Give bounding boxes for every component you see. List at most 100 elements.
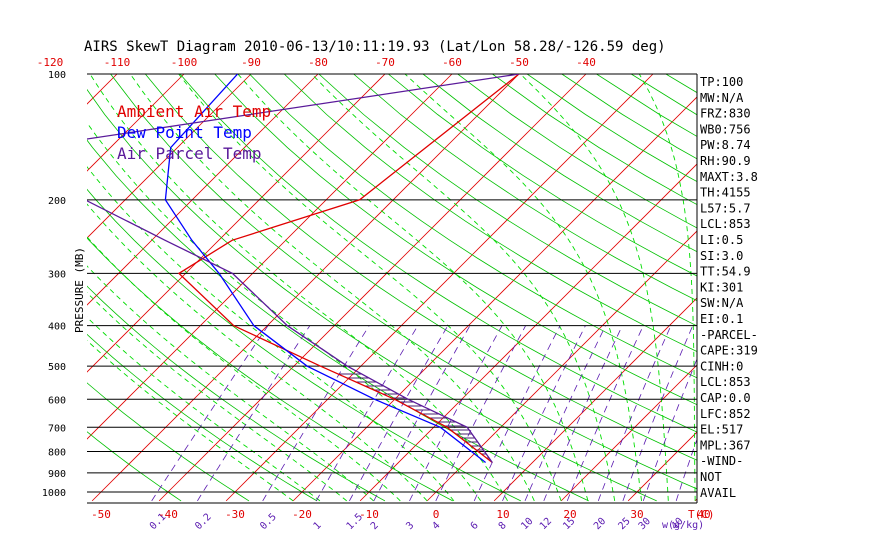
- isotherm-line: [829, 74, 870, 501]
- mixing-ratio-line: [262, 325, 370, 502]
- moist-adiabat-line: [87, 291, 347, 502]
- dry-adiabat-line: [492, 74, 697, 206]
- stat-item: LI:0.5: [700, 233, 743, 247]
- dry-adiabat-line: [249, 74, 697, 379]
- isotherm-line: [426, 230, 697, 502]
- top-temp-tick-label: -110: [104, 56, 131, 69]
- top-temp-tick-label: -90: [241, 56, 261, 69]
- stat-item: TT:54.9: [700, 265, 751, 279]
- pressure-tick-label: 500: [48, 362, 66, 373]
- stat-item: L57:5.7: [700, 201, 751, 215]
- mixing-ratio-line: [349, 325, 449, 502]
- legend-entry: Ambient Air Temp: [117, 102, 271, 121]
- dry-adiabat-line: [630, 74, 697, 116]
- top-temp-tick-label: -120: [37, 56, 64, 69]
- bottom-temp-tick-label: 40: [697, 508, 710, 521]
- stat-item: KI:301: [700, 280, 743, 294]
- dry-adiabat-line: [87, 285, 386, 502]
- dry-adiabat-line: [353, 74, 697, 302]
- mixing-ratio-line: [566, 325, 644, 502]
- isotherm-line: [87, 74, 386, 373]
- moist-adiabat-line: [87, 203, 428, 502]
- mixing-ratio-tick-label: 12: [538, 516, 554, 532]
- isotherm-line: [158, 74, 587, 502]
- pressure-tick-label: 800: [48, 447, 66, 458]
- moist-adiabat-line: [178, 74, 562, 502]
- mixing-ratio-line: [435, 325, 526, 502]
- mixing-ratio-tick-label: 2: [369, 520, 381, 532]
- stat-item: NOT: [700, 470, 722, 484]
- dry-adiabat-line: [422, 74, 697, 253]
- bottom-temp-tick-label: -10: [359, 508, 379, 521]
- top-temp-tick-label: -100: [171, 56, 198, 69]
- isotherm-line: [0, 74, 50, 501]
- moist-adiabat-line: [404, 74, 642, 501]
- mixing-ratio-tick-label: 0.5: [258, 512, 279, 533]
- top-temp-tick-label: -40: [576, 56, 596, 69]
- isotherm-line: [762, 74, 870, 501]
- mixing-ratio-line: [151, 325, 269, 502]
- top-temp-tick-label: -80: [308, 56, 328, 69]
- dry-adiabat-line: [526, 74, 697, 182]
- moist-adiabat-line: [89, 74, 508, 502]
- stat-item: LFC:852: [700, 407, 751, 421]
- moist-adiabat-line: [87, 166, 455, 502]
- mixing-ratio-tick-label: 8: [497, 520, 509, 532]
- stat-item: MAXT:3.8: [700, 170, 758, 184]
- stat-item: PW:8.74: [700, 138, 751, 152]
- parcel-line: [87, 74, 520, 463]
- moist-adiabat-line: [237, 74, 589, 501]
- stat-item: FRZ:830: [700, 107, 751, 121]
- legend-entry: Dew Point Temp: [117, 123, 252, 142]
- bottom-temp-tick-label: 0: [433, 508, 440, 521]
- mixing-ratio-tick-label: 10: [519, 516, 535, 532]
- dry-adiabat-line: [179, 74, 697, 433]
- mixing-ratio-tick-label: 4: [430, 520, 442, 532]
- mixing-ratio-tick-label: 1: [312, 520, 324, 532]
- isotherm-line: [87, 74, 319, 306]
- mixing-ratio-line: [315, 325, 419, 502]
- pressure-tick-label: 700: [48, 423, 66, 434]
- mixing-ratio-line: [622, 325, 694, 502]
- moist-adiabat-line: [638, 74, 696, 501]
- dry-adiabat-line: [87, 333, 318, 502]
- pressure-tick-label: 200: [48, 196, 66, 207]
- mixing-ratio-tick-label: 0.2: [193, 512, 214, 533]
- top-temp-tick-label: -60: [442, 56, 462, 69]
- mixing-ratio-line: [597, 325, 672, 502]
- dry-adiabat-line: [87, 382, 250, 502]
- mixing-ratio-line: [197, 325, 311, 502]
- stat-item: TH:4155: [700, 186, 751, 200]
- bottom-temp-tick-label: -50: [91, 508, 111, 521]
- isotherm-line: [91, 74, 520, 502]
- stat-item: MW:N/A: [700, 91, 744, 105]
- dry-adiabat-line: [214, 74, 697, 406]
- mixing-ratio-line: [502, 325, 586, 502]
- bottom-temp-tick-label: 10: [496, 508, 509, 521]
- stat-item: -PARCEL-: [700, 328, 758, 342]
- stat-item: MPL:367: [700, 438, 751, 452]
- moist-adiabat-line: [311, 74, 616, 501]
- isotherm-line: [87, 74, 185, 172]
- ambient-temp-line: [177, 74, 520, 464]
- moist-adiabat-line: [520, 74, 669, 501]
- mixing-ratio-line: [409, 325, 503, 502]
- isotherm-line: [292, 96, 697, 502]
- moist-adiabat-line: [87, 316, 321, 502]
- mixing-ratio-line: [373, 325, 471, 502]
- stat-item: LCL:853: [700, 217, 751, 231]
- mixing-ratio-tick-label: 20: [592, 516, 608, 532]
- pressure-tick-label: 900: [48, 469, 66, 480]
- bottom-temp-tick-label: -40: [158, 508, 178, 521]
- stat-item: LCL:853: [700, 375, 751, 389]
- dry-adiabat-line: [388, 74, 697, 277]
- isotherm-line: [225, 74, 654, 502]
- isotherm-line: [493, 297, 697, 502]
- mixing-ratio-line: [543, 325, 623, 502]
- stat-item: CAPE:319: [700, 344, 758, 358]
- moist-adiabat-line: [87, 339, 294, 502]
- pressure-tick-label: 1000: [42, 488, 66, 499]
- dry-adiabat-line: [87, 431, 182, 502]
- top-temp-tick-label: -70: [375, 56, 395, 69]
